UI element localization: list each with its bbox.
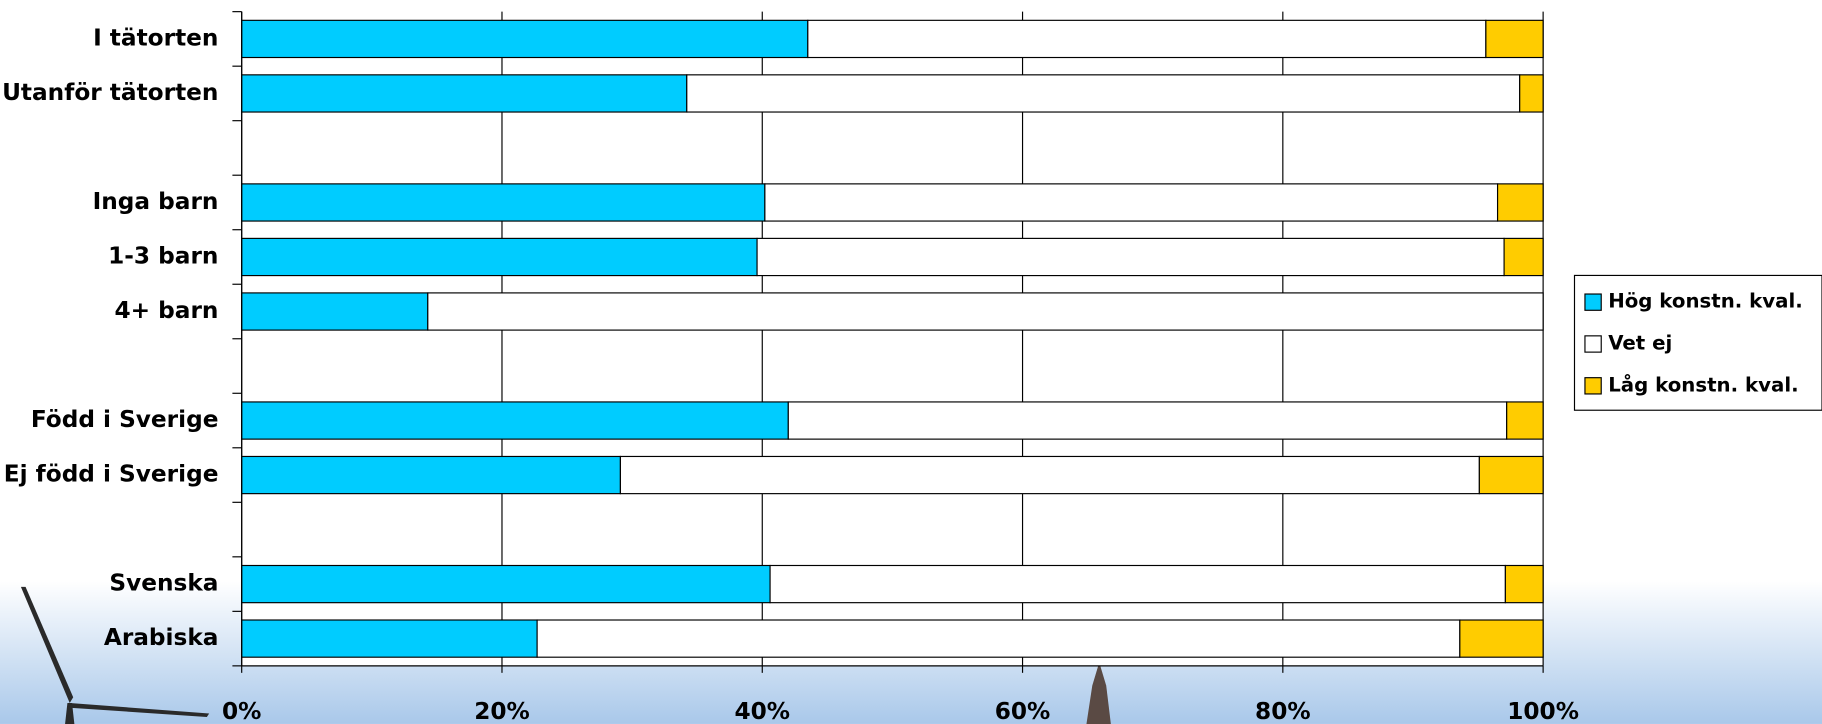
bar-segment [619,455,1480,495]
x-tick-label: 80% [1255,698,1311,724]
y-tick-label: Utanför tätorten [2,79,218,106]
bar-segment [241,74,688,113]
x-tick-label: 60% [995,698,1051,724]
y-tick-label: 1-3 barn [108,242,218,269]
y-tick-label: 4+ barn [114,297,218,324]
legend-label: Låg konstn. kval. [1608,372,1798,396]
legend-label: Vet ej [1608,331,1672,354]
legend-swatch [1584,335,1602,353]
bar-segment [1478,455,1544,495]
bar-segment [686,74,1521,113]
bar-segment [756,237,1505,277]
bar-segment [1506,401,1544,440]
x-tick-label: 20% [474,698,530,724]
bar-segment [787,401,1508,440]
legend-label: Hög konstn. kval. [1608,290,1803,313]
legend-box [1573,274,1822,411]
x-tick-label: 0% [222,698,261,724]
bar-segment [241,455,621,495]
bar-segment [1459,619,1544,658]
bar-segment [241,401,789,440]
y-tick-label: Född i Sverige [31,406,219,433]
bar-segment [1503,237,1544,277]
bar-segment [241,19,809,59]
bar-segment [536,619,1461,658]
legend-swatch [1584,377,1602,395]
bar-segment [1504,564,1544,604]
bar-segment [241,564,771,604]
bar-segment [1496,183,1544,222]
bar-segment [241,237,758,277]
bar-segment [764,183,1499,222]
plot-area [241,11,1544,666]
windmill [20,586,1111,724]
x-tick-label: 40% [734,698,790,724]
y-tick-label: Ej född i Sverige [4,461,219,488]
bar-segment [241,292,429,331]
y-tick-label: Arabiska [104,624,219,651]
legend-swatch [1584,293,1602,311]
bar-segment [807,19,1487,59]
x-tick-label: 100% [1507,698,1579,724]
bar-segment [241,183,766,222]
bar-segment [427,292,1544,331]
y-tick-label: I tätorten [93,24,218,51]
y-tick-label: Svenska [109,570,218,597]
bar-segment [1485,19,1544,59]
y-tick-label: Inga barn [93,188,219,215]
bar-segment [1519,74,1544,113]
bar-segment [241,619,538,658]
bar-segment [769,564,1506,604]
